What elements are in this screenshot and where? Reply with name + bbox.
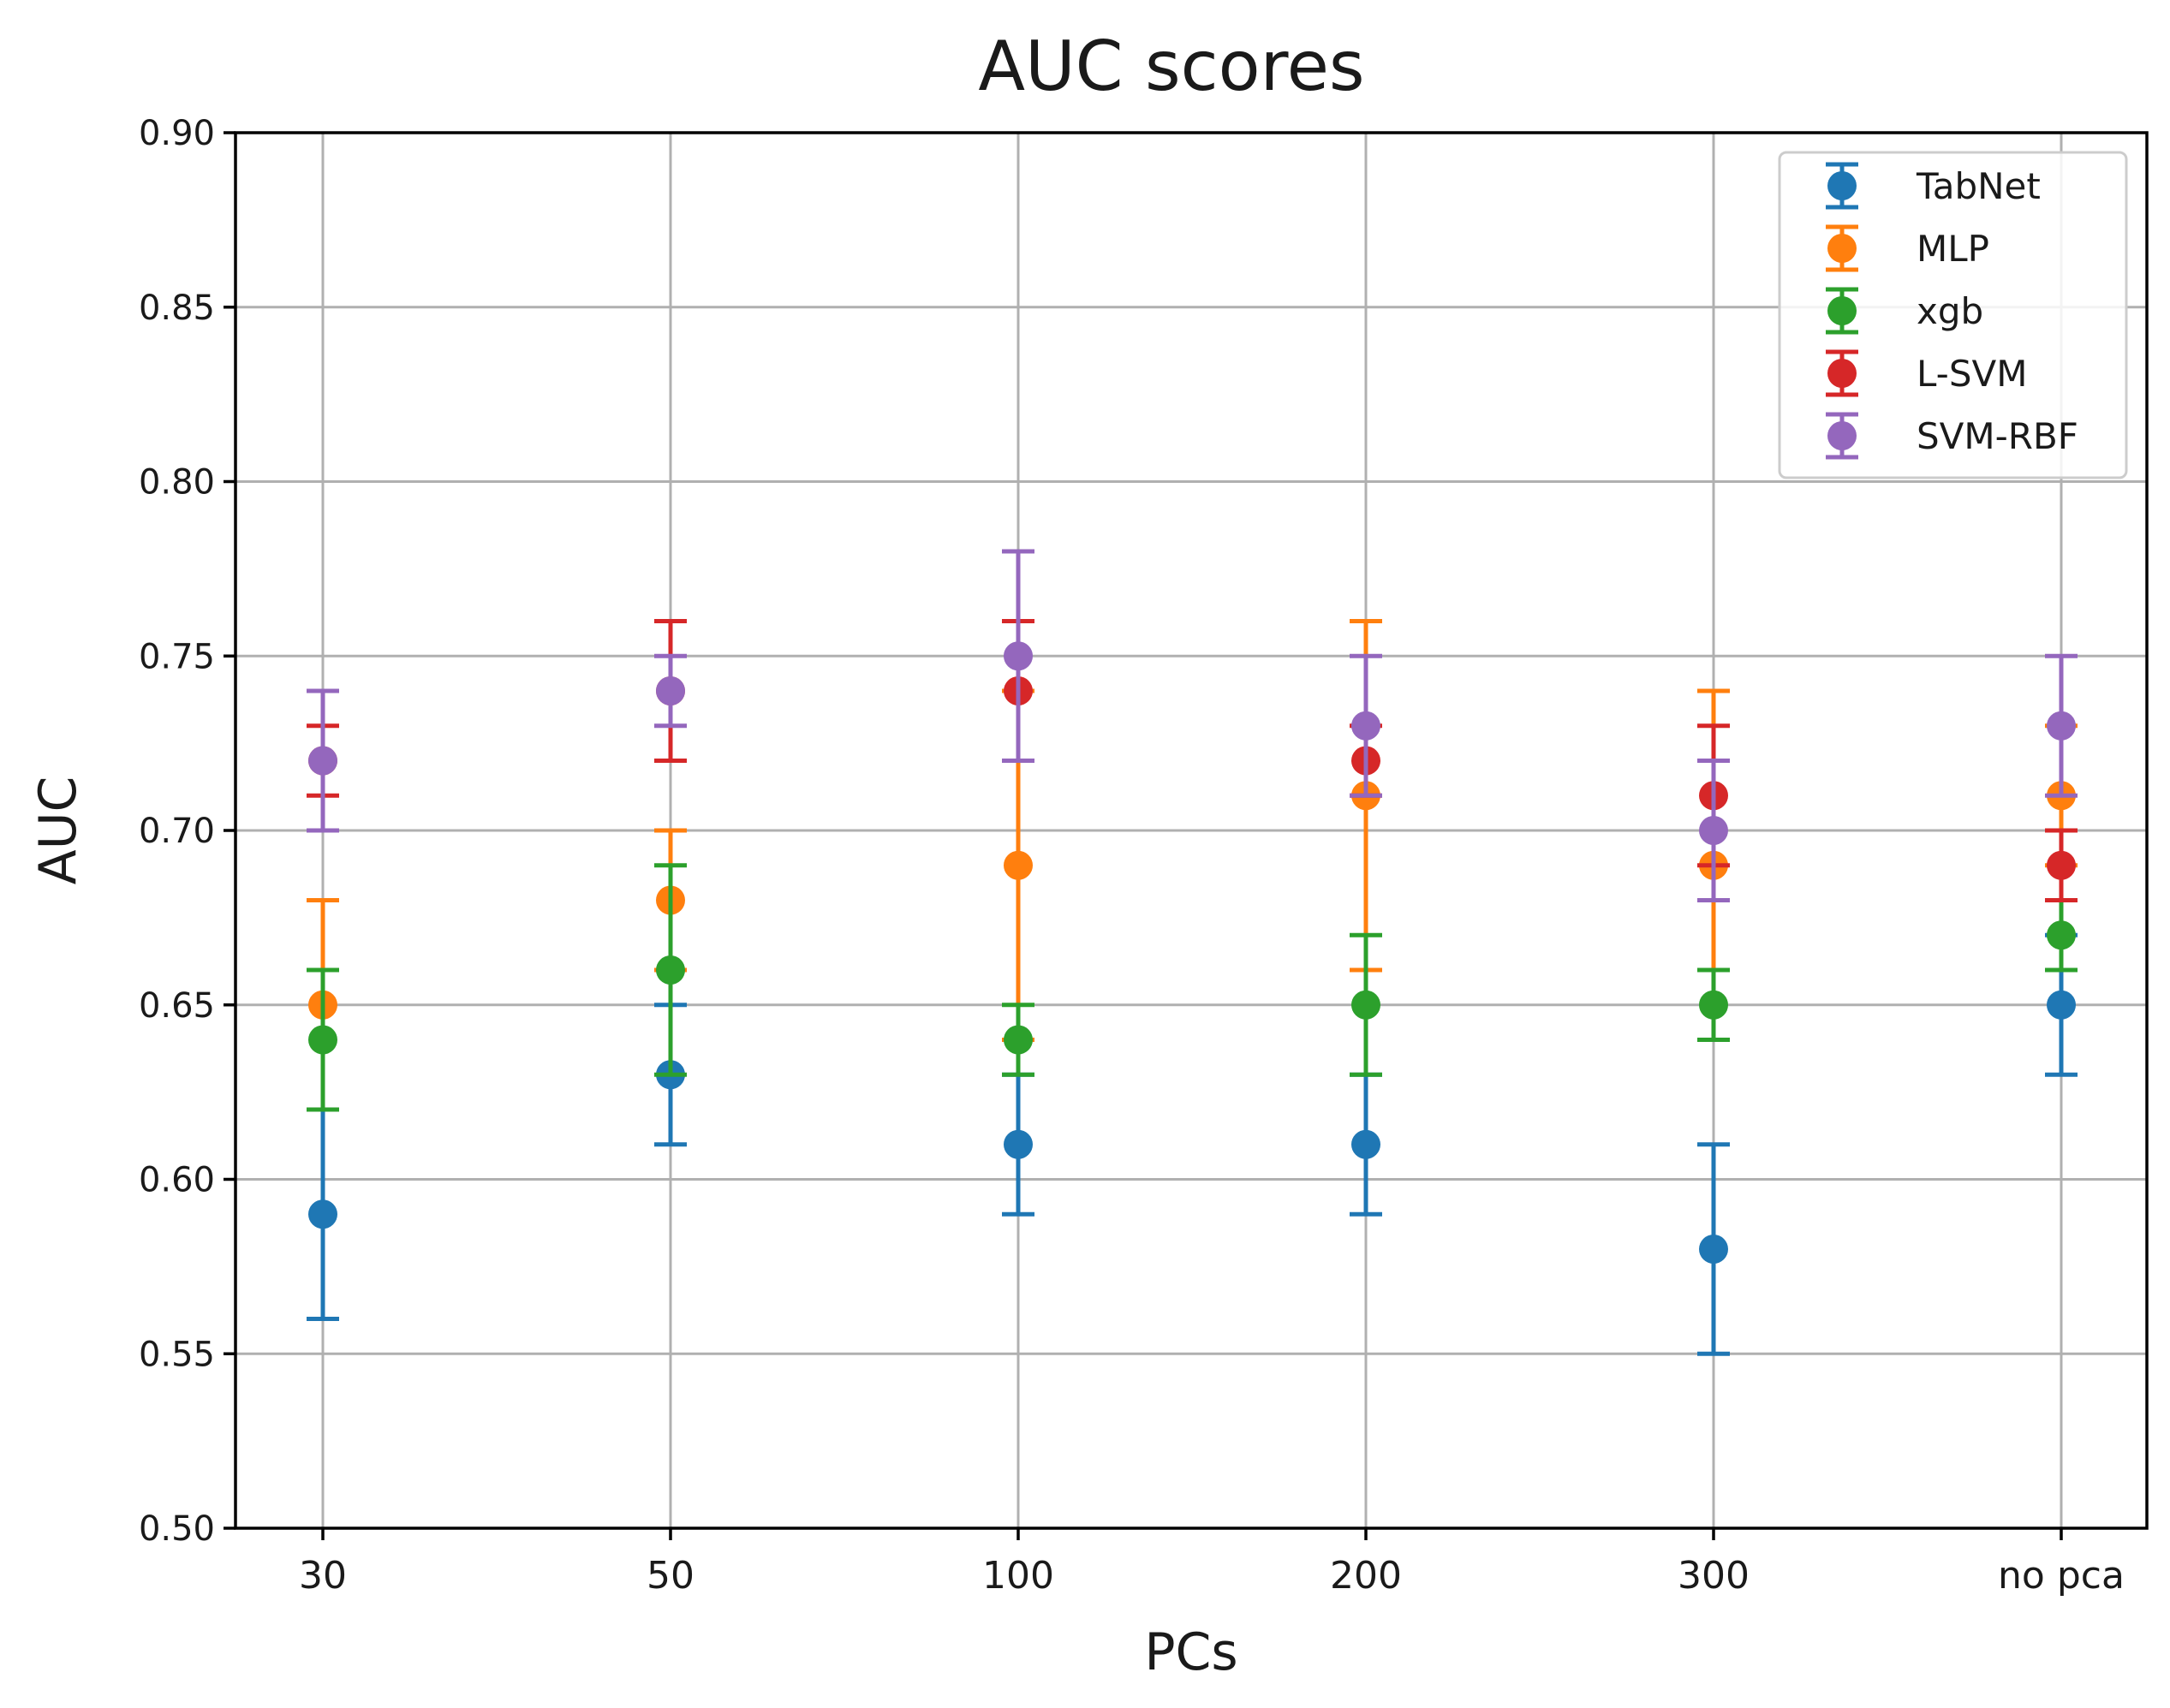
y-tick-label: 0.75	[139, 637, 215, 676]
data-point	[1351, 1129, 1380, 1159]
legend-label: MLP	[1917, 228, 1989, 270]
data-point	[1004, 1129, 1033, 1159]
series-tabnet	[307, 932, 2078, 1356]
x-axis-label: PCs	[1144, 1622, 1237, 1682]
legend-item: SVM-RBF	[1826, 412, 2078, 460]
x-tick-label: 200	[1330, 1554, 1402, 1598]
y-tick-label: 0.80	[139, 463, 215, 503]
y-tick-label: 0.60	[139, 1161, 215, 1200]
legend-item: MLP	[1826, 224, 1989, 272]
legend-marker	[1827, 171, 1857, 200]
legend-box	[1778, 151, 2128, 479]
data-point	[656, 676, 685, 705]
legend-label: L-SVM	[1917, 353, 2027, 395]
legend-label: SVM-RBF	[1917, 415, 2078, 457]
legend-items: TabNet MLP xgb L-SVM SVM-RBF	[1826, 162, 2078, 460]
data-point	[2047, 711, 2076, 741]
x-tick-label: no pca	[1998, 1554, 2125, 1598]
x-tick-label: 100	[982, 1554, 1054, 1598]
y-tick-label: 0.70	[139, 812, 215, 851]
legend-marker	[1827, 421, 1857, 450]
x-tick-label: 300	[1678, 1554, 1750, 1598]
legend: TabNet MLP xgb L-SVM SVM-RBF	[1778, 151, 2128, 479]
y-axis-ticks: 0.50 0.55 0.60 0.65 0.70 0.75 0.80 0.85 0.90	[139, 114, 235, 1549]
legend-label: xgb	[1917, 290, 1983, 332]
data-series	[307, 549, 2078, 1356]
data-point	[1004, 641, 1033, 671]
legend-item: xgb	[1826, 287, 1983, 335]
data-point	[2047, 850, 2076, 880]
y-tick-label: 0.65	[139, 986, 215, 1026]
data-point	[1351, 990, 1380, 1020]
data-point	[1699, 816, 1728, 845]
data-point	[1004, 1025, 1033, 1055]
data-point	[2047, 920, 2076, 950]
y-tick-label: 0.55	[139, 1335, 215, 1374]
data-point	[308, 1025, 337, 1055]
y-tick-label: 0.90	[139, 114, 215, 153]
data-point	[2047, 990, 2076, 1020]
legend-marker	[1827, 359, 1857, 388]
data-point	[308, 746, 337, 776]
series-svm-rbf	[307, 549, 2078, 902]
x-axis-ticks: 30 50 100 200 300 no pca	[299, 1528, 2125, 1598]
legend-marker	[1827, 296, 1857, 325]
legend-label: TabNet	[1916, 165, 2041, 207]
legend-marker	[1827, 234, 1857, 263]
x-tick-label: 50	[647, 1554, 695, 1598]
legend-item: L-SVM	[1826, 349, 2027, 397]
y-tick-label: 0.85	[139, 289, 215, 328]
y-axis-label: AUC	[28, 777, 88, 885]
series-xgb	[307, 863, 2078, 1112]
data-point	[656, 955, 685, 985]
data-point	[1699, 990, 1728, 1020]
legend-item: TabNet	[1826, 162, 2041, 210]
data-point	[1004, 850, 1033, 880]
data-point	[308, 1199, 337, 1229]
x-tick-label: 30	[299, 1554, 347, 1598]
y-tick-label: 0.50	[139, 1509, 215, 1549]
data-point	[1699, 1235, 1728, 1264]
data-point	[1351, 711, 1380, 741]
chart-title: AUC scores	[978, 27, 1364, 106]
